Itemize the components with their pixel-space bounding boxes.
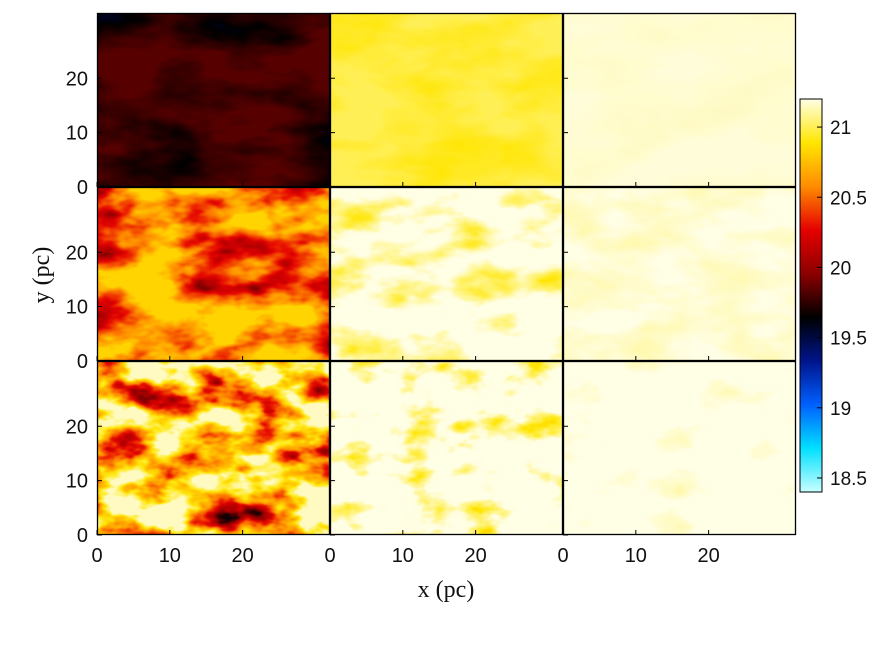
panel-r3c2 xyxy=(329,360,564,536)
colorbar-tick-label: 18.5 xyxy=(830,469,867,490)
panel-field xyxy=(97,187,330,361)
panel-frame xyxy=(96,360,331,536)
colorbar-ticks: 18.5 19 19.5 20 20.5 21 xyxy=(817,118,867,490)
x-tick-label: 10 xyxy=(392,545,414,567)
x-tick-label: 10 xyxy=(625,545,647,567)
panel-field xyxy=(330,361,563,535)
x-tick-label: 20 xyxy=(698,545,720,567)
panel-frame xyxy=(329,186,564,362)
panel-grid xyxy=(96,12,797,536)
panel-frame xyxy=(96,12,331,188)
panel-r1c2 xyxy=(329,12,564,188)
panel-r1c1 xyxy=(96,12,331,188)
panel-frame xyxy=(96,186,331,362)
y-tick-label: 0 xyxy=(77,525,88,547)
y-tick-label: 20 xyxy=(66,68,88,90)
panel-frame xyxy=(562,186,797,362)
x-tick-label: 20 xyxy=(465,545,487,567)
x-tick-label: 20 xyxy=(232,545,254,567)
x-tick-labels: 0 10 20 0 10 20 0 10 20 xyxy=(91,545,719,567)
panel-r3c3 xyxy=(562,360,797,536)
panel-frame xyxy=(329,12,564,188)
panel-field xyxy=(563,361,796,535)
x-tick-label: 0 xyxy=(557,545,568,567)
x-tick-label: 10 xyxy=(159,545,181,567)
y-tick-label: 10 xyxy=(66,471,88,493)
colorbar-tick-label: 20 xyxy=(830,258,851,279)
colorbar-tick-label: 19.5 xyxy=(830,329,867,350)
y-tick-label: 10 xyxy=(66,297,88,319)
x-tick-label: 0 xyxy=(91,545,102,567)
panel-frame xyxy=(562,12,797,188)
y-tick-label: 0 xyxy=(77,351,88,373)
panel-frame xyxy=(329,360,564,536)
y-tick-label: 20 xyxy=(66,242,88,264)
y-tick-label: 10 xyxy=(66,123,88,145)
panel-r3c1 xyxy=(96,360,331,536)
y-tick-label: 20 xyxy=(66,416,88,438)
y-axis-label: y (pc) xyxy=(29,247,55,304)
panel-field xyxy=(97,13,330,187)
panel-field xyxy=(330,13,563,187)
y-tick-label: 0 xyxy=(77,177,88,199)
panel-r2c3 xyxy=(562,186,797,362)
colorbar-tick-label: 21 xyxy=(830,118,851,139)
panel-field xyxy=(563,187,796,361)
x-tick-label: 0 xyxy=(324,545,335,567)
colorbar-gradient xyxy=(799,98,823,493)
panel-r2c2 xyxy=(329,186,564,362)
colorbar-tick-label: 20.5 xyxy=(830,188,867,209)
panel-field xyxy=(563,13,796,187)
panel-field xyxy=(330,187,563,361)
y-tick-labels: 0 10 20 0 10 20 0 10 20 xyxy=(66,68,88,547)
colorbar: 18.5 19 19.5 20 20.5 21 xyxy=(799,98,867,493)
panel-r1c3 xyxy=(562,12,797,188)
x-axis-label: x (pc) xyxy=(418,577,475,603)
colorbar-tick-label: 19 xyxy=(830,399,851,420)
panel-r2c1 xyxy=(96,186,331,362)
panel-frame xyxy=(562,360,797,536)
panel-field xyxy=(97,361,330,535)
